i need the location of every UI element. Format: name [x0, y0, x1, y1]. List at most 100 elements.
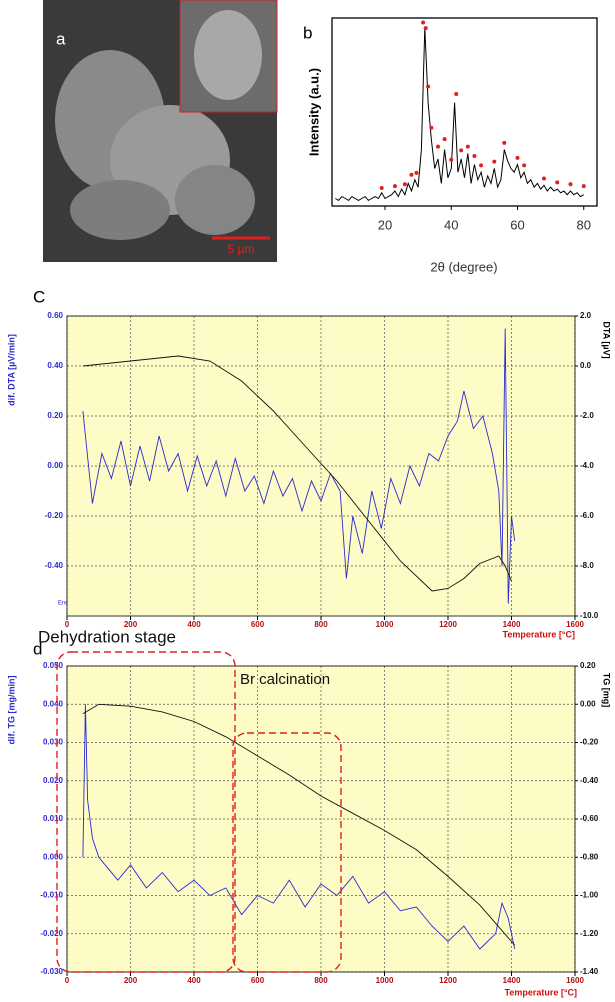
peak-marker: [522, 163, 527, 168]
peak-marker: [454, 91, 459, 96]
x-tick-label: 800: [314, 976, 328, 985]
y-axis-title: Intensity (a.u.): [306, 68, 321, 156]
x-tick-label: 400: [187, 620, 201, 629]
panel-label: b: [303, 23, 312, 42]
peak-marker: [542, 176, 546, 181]
y-tick-label: -0.020: [40, 929, 63, 938]
peak-marker: [409, 172, 414, 177]
y2-tick-label: 0.0: [580, 361, 592, 370]
x-tick-label: 800: [314, 620, 328, 629]
panel-label: d: [33, 639, 42, 658]
peak-marker: [421, 20, 426, 25]
y2-tick-label: -0.20: [580, 738, 599, 747]
y2-tick-label: -8.0: [580, 561, 594, 570]
y2-tick-label: 0.20: [580, 661, 596, 670]
scale-label: 5 µm: [228, 242, 255, 256]
peak-marker: [502, 140, 507, 145]
y2-tick-label: -4.0: [580, 461, 594, 470]
y2-tick-label: -1.00: [580, 891, 599, 900]
x-tick-label: 1200: [439, 976, 457, 985]
y-tick-label: 0.00: [47, 461, 63, 470]
y-tick-label: 0.050: [43, 661, 64, 670]
particle: [194, 10, 262, 100]
peak-marker: [479, 163, 484, 168]
peak-marker: [379, 185, 384, 190]
annotation-box: [232, 732, 342, 973]
y-tick-label: 0.20: [47, 411, 63, 420]
peak-marker: [492, 159, 497, 164]
x-tick-label: 1400: [503, 620, 521, 629]
y2-axis-title: TG [mg]: [602, 673, 612, 708]
peak-marker: [442, 137, 447, 142]
peak-marker: [436, 144, 440, 149]
x-tick-label: 1000: [376, 976, 394, 985]
y-tick-label: 0.020: [43, 776, 64, 785]
data-line: [82, 328, 516, 604]
plot-frame: [66, 665, 576, 973]
peak-marker: [429, 125, 434, 130]
x-axis-title: Temperature [°C]: [503, 629, 575, 639]
y2-tick-label: -1.20: [580, 929, 599, 938]
x-tick-label: 0: [65, 976, 70, 985]
x-tick-label: 80: [577, 217, 591, 232]
x-tick-label: 1600: [566, 620, 584, 629]
annotation-box: [56, 651, 236, 973]
y-tick-label: 0.000: [43, 852, 64, 861]
data-line: [82, 355, 512, 592]
y2-tick-label: 0.00: [580, 699, 596, 708]
y-tick-label: 0.60: [47, 311, 63, 320]
y2-tick-label: -0.60: [580, 814, 599, 823]
particle: [70, 180, 170, 240]
x-tick-label: 1200: [439, 620, 457, 629]
peak-marker: [472, 154, 477, 158]
peak-marker: [392, 184, 397, 189]
panel-label: C: [33, 287, 45, 306]
x-tick-label: 600: [251, 620, 265, 629]
y-tick-label: -0.40: [45, 561, 64, 570]
peak-marker: [423, 26, 428, 31]
peak-marker: [465, 144, 470, 149]
x-tick-label: 1600: [566, 976, 584, 985]
y-tick-label: 0.030: [43, 738, 64, 747]
x-tick-label: 200: [124, 620, 138, 629]
peak-marker: [426, 84, 431, 89]
y2-tick-label: 2.0: [580, 311, 592, 320]
peak-marker: [414, 170, 419, 175]
x-tick-label: 600: [251, 976, 265, 985]
peak-marker: [568, 182, 573, 187]
plot-frame: [66, 315, 576, 617]
peak-marker: [449, 157, 454, 162]
y-axis-title: dif. TG [mg/min]: [6, 676, 16, 745]
annotation: Dehydration stage: [38, 627, 176, 646]
x-tick-label: 60: [510, 217, 524, 232]
y2-tick-label: -6.0: [580, 511, 594, 520]
y2-tick-label: -0.40: [580, 776, 599, 785]
y2-axis-title: DTA [µV]: [602, 321, 612, 358]
peak-marker: [555, 180, 560, 185]
peak-marker: [515, 155, 520, 160]
sem-image: a 5 µm: [43, 0, 278, 262]
x-axis-title: 2θ (degree): [430, 259, 497, 274]
y-tick-label: -0.010: [40, 891, 63, 900]
x-tick-label: 200: [124, 976, 138, 985]
x-tick-label: 400: [187, 976, 201, 985]
peak-marker: [459, 148, 464, 153]
y-tick-label: 0.010: [43, 814, 64, 823]
y-tick-label: -0.030: [40, 967, 63, 976]
y-axis-title: dif. DTA [µV/min]: [6, 334, 16, 406]
x-tick-label: 0: [65, 620, 70, 629]
peak-marker: [581, 184, 586, 189]
peak-marker: [402, 182, 407, 187]
particle: [175, 165, 255, 235]
y2-tick-label: -10.0: [580, 611, 599, 620]
endo-label: Endo: [58, 601, 73, 607]
y-tick-label: 0.040: [43, 699, 64, 708]
y2-tick-label: -1.40: [580, 967, 599, 976]
data-line: [335, 27, 585, 202]
y-tick-label: -0.20: [45, 511, 64, 520]
y2-tick-label: -2.0: [580, 411, 594, 420]
x-tick-label: 20: [378, 217, 392, 232]
data-line: [82, 704, 516, 950]
plot-frame: [331, 17, 598, 207]
